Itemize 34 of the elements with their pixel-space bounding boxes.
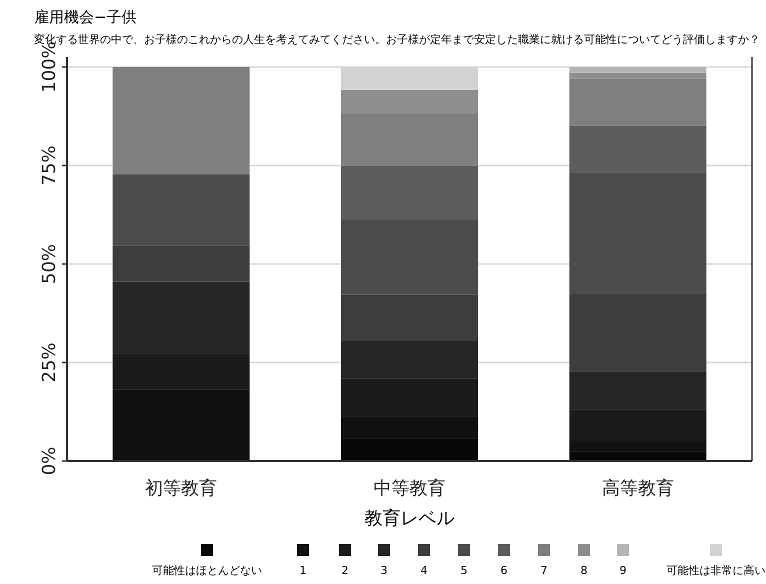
y-tick-label: 25% <box>39 342 60 383</box>
legend-label: 9 <box>620 564 626 577</box>
legend-label: 可能性は非常に高い <box>666 564 766 577</box>
y-tick-label: 0% <box>39 446 60 476</box>
legend-label: 8 <box>580 564 588 577</box>
x-tick-label: 中等教育 <box>374 478 446 499</box>
legend-label: 7 <box>540 564 548 577</box>
bar <box>341 113 478 166</box>
y-tick-label: 75% <box>39 145 60 186</box>
legend-label: 6 <box>500 564 508 577</box>
x-tick-label: 初等教育 <box>145 478 218 499</box>
bar <box>569 294 706 372</box>
legend-label: 2 <box>342 564 348 577</box>
legend-label: 5 <box>460 564 468 577</box>
bar <box>112 67 250 174</box>
bar <box>341 219 478 295</box>
bar <box>341 294 478 340</box>
bar <box>569 126 706 173</box>
bar <box>569 78 706 126</box>
x-axis-title: 教育レベル <box>364 508 454 529</box>
bar <box>569 72 706 79</box>
legend-label: 4 <box>420 564 428 577</box>
legend-label: 1 <box>300 564 306 577</box>
bar <box>112 174 250 246</box>
bar <box>569 67 706 73</box>
bar <box>569 172 706 294</box>
legend-label: 可能性はほとんどない <box>152 564 262 577</box>
legend-label: 3 <box>380 564 388 577</box>
bar <box>341 90 478 114</box>
x-tick-label: 高等教育 <box>602 478 674 499</box>
chart-title: 雇用機会−子供 <box>34 8 137 26</box>
y-tick-label: 50% <box>39 244 60 284</box>
bar <box>112 246 250 282</box>
bar <box>341 166 478 220</box>
